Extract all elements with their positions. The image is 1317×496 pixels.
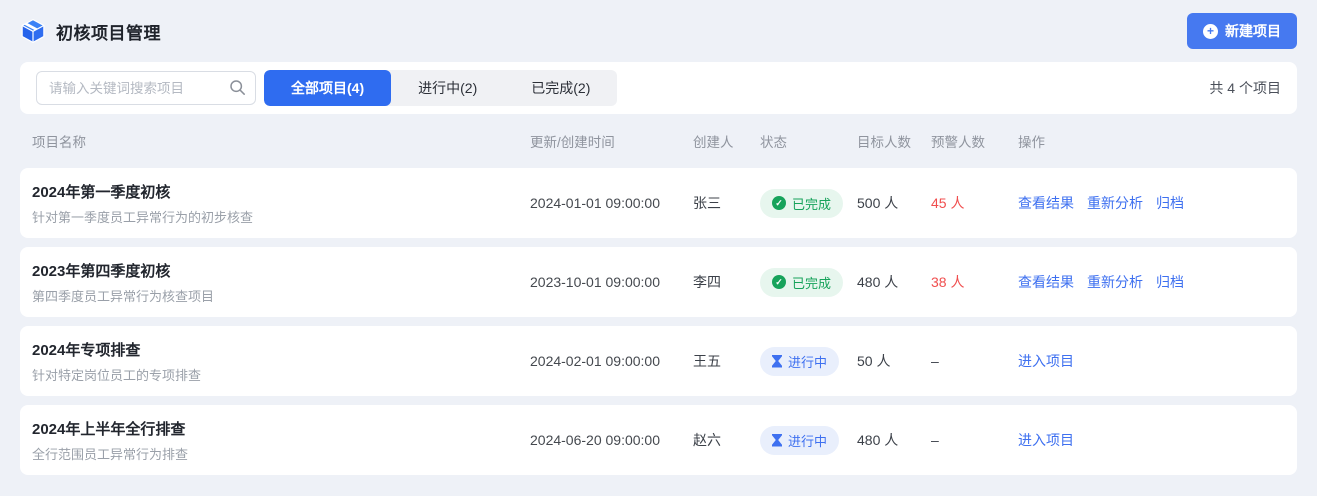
action-link-0[interactable]: 进入项目 [1018, 353, 1074, 369]
project-description: 第四季度员工异常行为核查项目 [32, 288, 215, 304]
check-circle-icon [772, 275, 786, 289]
new-project-button-label: 新建项目 [1225, 23, 1281, 39]
action-link-2[interactable]: 归档 [1156, 195, 1184, 211]
project-warning-count: 38 人 [931, 274, 965, 290]
status-badge-label: 进行中 [788, 354, 828, 370]
project-warning-count: – [931, 432, 939, 448]
action-link-0[interactable]: 进入项目 [1018, 432, 1074, 448]
project-actions: 查看结果 重新分析 归档 [1018, 272, 1281, 292]
project-status-cell: 已完成 [760, 267, 857, 297]
check-circle-icon [772, 196, 786, 210]
hourglass-icon [772, 354, 782, 368]
action-link-2[interactable]: 归档 [1156, 274, 1184, 290]
column-header-target: 目标人数 [857, 135, 911, 150]
project-time: 2024-06-20 09:00:00 [530, 432, 660, 448]
project-status-cell: 进行中 [760, 425, 857, 455]
title-wrap: 初核项目管理 [20, 18, 161, 44]
table-row: 2024年第一季度初核 针对第一季度员工异常行为的初步核查 2024-01-01… [20, 168, 1297, 238]
project-description: 针对第一季度员工异常行为的初步核查 [32, 209, 254, 225]
project-target-count: 480 人 [857, 274, 899, 290]
status-badge: 已完成 [760, 188, 844, 218]
project-time: 2024-02-01 09:00:00 [530, 353, 660, 369]
tab-2[interactable]: 已完成(2) [504, 70, 617, 106]
table-body: 2024年第一季度初核 针对第一季度员工异常行为的初步核查 2024-01-01… [20, 168, 1297, 475]
column-header-status: 状态 [760, 135, 787, 150]
hourglass-icon [772, 433, 782, 447]
project-warning-count: – [931, 353, 939, 369]
status-badge-label: 已完成 [792, 196, 832, 212]
project-name: 2024年专项排查 [32, 341, 141, 359]
column-header-actions: 操作 [1018, 135, 1045, 150]
tab-1[interactable]: 进行中(2) [391, 70, 504, 106]
page-title: 初核项目管理 [56, 23, 161, 43]
project-status-cell: 进行中 [760, 346, 857, 376]
cube-icon [21, 19, 45, 43]
status-badge: 进行中 [760, 425, 840, 455]
project-name: 2024年上半年全行排查 [32, 420, 186, 438]
column-header-creator: 创建人 [693, 135, 734, 150]
project-creator: 张三 [693, 195, 721, 211]
top-bar: 初核项目管理 + 新建项目 [20, 0, 1297, 62]
status-badge: 已完成 [760, 267, 844, 297]
project-time: 2024-01-01 09:00:00 [530, 195, 660, 211]
action-link-0[interactable]: 查看结果 [1018, 195, 1074, 211]
project-name-cell: 2024年第一季度初核 针对第一季度员工异常行为的初步核查 [32, 181, 530, 226]
project-name-cell: 2023年第四季度初核 第四季度员工异常行为核查项目 [32, 260, 530, 305]
status-badge-label: 已完成 [792, 275, 832, 291]
column-header-warning: 预警人数 [931, 135, 985, 150]
table-row: 2024年上半年全行排查 全行范围员工异常行为排查 2024-06-20 09:… [20, 405, 1297, 475]
column-header-name: 项目名称 [32, 135, 86, 150]
table-header: 项目名称 更新/创建时间 创建人 状态 目标人数 预警人数 操作 [20, 114, 1297, 168]
project-creator: 赵六 [693, 432, 721, 448]
project-name: 2023年第四季度初核 [32, 262, 171, 280]
project-creator: 王五 [693, 353, 721, 369]
total-count: 共 4 个项目 [1209, 80, 1281, 96]
project-name-cell: 2024年专项排查 针对特定岗位员工的专项排查 [32, 339, 530, 384]
search-icon [230, 80, 245, 95]
project-time: 2023-10-01 09:00:00 [530, 274, 660, 290]
action-link-0[interactable]: 查看结果 [1018, 274, 1074, 290]
project-warning-count: 45 人 [931, 195, 965, 211]
project-name: 2024年第一季度初核 [32, 183, 171, 201]
column-header-time: 更新/创建时间 [530, 135, 615, 150]
project-status-cell: 已完成 [760, 188, 857, 218]
project-target-count: 50 人 [857, 353, 891, 369]
action-link-1[interactable]: 重新分析 [1087, 195, 1143, 211]
filter-tabs: 全部项目(4) 进行中(2) 已完成(2) [264, 70, 618, 106]
project-actions: 查看结果 重新分析 归档 [1018, 193, 1281, 213]
status-badge: 进行中 [760, 346, 840, 376]
tab-0[interactable]: 全部项目(4) [264, 70, 392, 106]
project-actions: 进入项目 [1018, 351, 1281, 371]
status-badge-label: 进行中 [788, 433, 828, 449]
search-box [36, 71, 256, 105]
project-description: 全行范围员工异常行为排查 [32, 446, 189, 462]
project-actions: 进入项目 [1018, 430, 1281, 450]
project-description: 针对特定岗位员工的专项排查 [32, 367, 202, 383]
table-row: 2023年第四季度初核 第四季度员工异常行为核查项目 2023-10-01 09… [20, 247, 1297, 317]
table-row: 2024年专项排查 针对特定岗位员工的专项排查 2024-02-01 09:00… [20, 326, 1297, 396]
project-name-cell: 2024年上半年全行排查 全行范围员工异常行为排查 [32, 418, 530, 463]
project-target-count: 500 人 [857, 195, 899, 211]
search-input[interactable] [36, 71, 256, 105]
new-project-button[interactable]: + 新建项目 [1187, 13, 1297, 49]
project-target-count: 480 人 [857, 432, 899, 448]
project-creator: 李四 [693, 274, 721, 290]
action-link-1[interactable]: 重新分析 [1087, 274, 1143, 290]
plus-circle-icon: + [1203, 23, 1218, 39]
toolbar: 全部项目(4)进行中(2)已完成(2) 共 4 个项目 [20, 62, 1297, 114]
